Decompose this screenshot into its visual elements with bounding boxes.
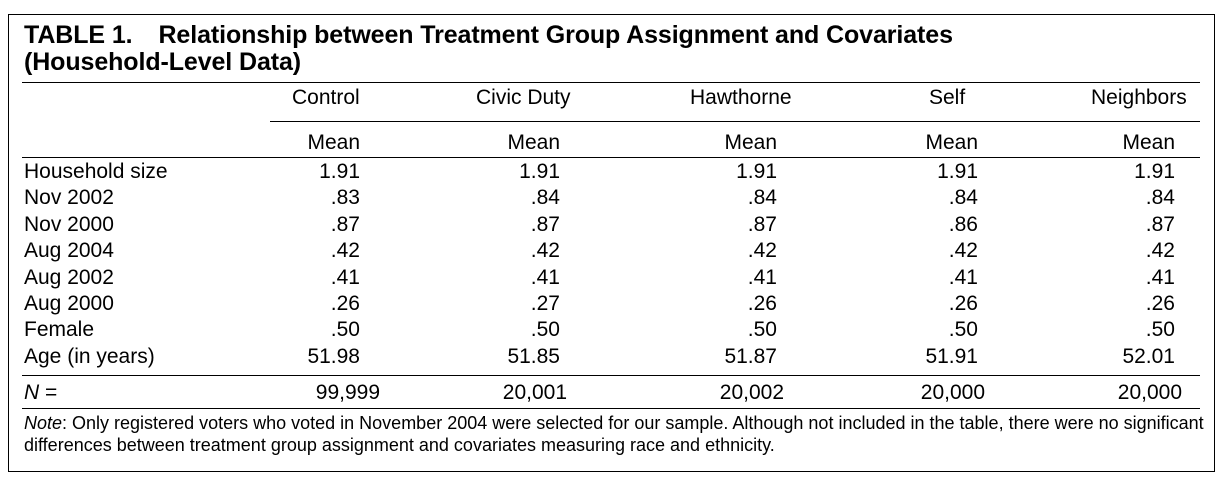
table-cell: .26 [330, 292, 360, 315]
mean-label-civic-duty: Mean [507, 131, 560, 154]
table-cell: .50 [1145, 318, 1175, 341]
table-cell: .42 [1145, 239, 1175, 262]
table-cell: 1.91 [937, 160, 978, 183]
n-self: 20,000 [920, 381, 985, 404]
table-cell: .84 [948, 186, 978, 209]
table-cell: .26 [1145, 292, 1175, 315]
table-cell: .84 [530, 186, 560, 209]
table-cell: 51.91 [925, 345, 978, 368]
row-label: Nov 2000 [24, 213, 114, 236]
table-cell: .41 [1145, 266, 1175, 289]
table-cell: .84 [747, 186, 777, 209]
table-cell: 1.91 [519, 160, 560, 183]
table-cell: 1.91 [319, 160, 360, 183]
n-control: 99,999 [315, 381, 380, 404]
header-rule [270, 121, 1200, 122]
row-label: Nov 2002 [24, 186, 114, 209]
table-cell: .42 [747, 239, 777, 262]
header-self: Self [929, 86, 966, 109]
table-cell: .27 [530, 292, 560, 315]
top-rule [22, 82, 1200, 83]
note-rule [22, 408, 1200, 409]
note-text: : Only registered voters who voted in No… [24, 413, 1204, 455]
table-cell: .42 [530, 239, 560, 262]
table-cell: .84 [1145, 186, 1175, 209]
row-label: Aug 2000 [24, 292, 114, 315]
table-cell: .87 [330, 213, 360, 236]
n-neighbors: 20,000 [1117, 381, 1182, 404]
table-note: Note: Only registered voters who voted i… [24, 412, 1204, 456]
table-cell: .41 [330, 266, 360, 289]
table-cell: 1.91 [736, 160, 777, 183]
table-cell: .87 [1145, 213, 1175, 236]
table-title-line1: Relationship between Treatment Group Ass… [158, 21, 953, 49]
mean-label-self: Mean [925, 131, 978, 154]
table-cell: .26 [747, 292, 777, 315]
table-cell: 1.91 [1134, 160, 1175, 183]
row-label: Household size [24, 160, 168, 183]
table-cell: .42 [948, 239, 978, 262]
table-cell: .41 [530, 266, 560, 289]
table-cell: .50 [747, 318, 777, 341]
mean-label-hawthorne: Mean [724, 131, 777, 154]
row-label: Aug 2002 [24, 266, 114, 289]
table-cell: 52.01 [1122, 345, 1175, 368]
table-cell: 51.85 [507, 345, 560, 368]
header-control: Control [292, 86, 360, 109]
n-rule [22, 375, 1200, 376]
table-cell: .50 [530, 318, 560, 341]
table-cell: 51.87 [724, 345, 777, 368]
header-civic-duty: Civic Duty [476, 86, 571, 109]
table-cell: .86 [948, 213, 978, 236]
row-label: Age (in years) [24, 345, 155, 368]
table-cell: 51.98 [307, 345, 360, 368]
table-title: TABLE 1. Relationship between Treatment G… [24, 22, 1194, 76]
row-label: Female [24, 318, 95, 341]
table-cell: .41 [948, 266, 978, 289]
note-label: Note [24, 413, 63, 433]
table-cell: .42 [330, 239, 360, 262]
header-bottom-rule [22, 157, 1200, 158]
table-cell: .87 [747, 213, 777, 236]
header-hawthorne: Hawthorne [690, 86, 792, 109]
table-cell: .87 [530, 213, 560, 236]
table-cell: .26 [948, 292, 978, 315]
table-cell: .41 [747, 266, 777, 289]
table-frame [8, 14, 1215, 472]
header-neighbors: Neighbors [1091, 86, 1187, 109]
n-hawthorne: 20,002 [719, 381, 784, 404]
mean-label-neighbors: Mean [1122, 131, 1175, 154]
table-number: TABLE 1. [24, 21, 133, 49]
table-title-line2: (Household-Level Data) [24, 48, 301, 76]
n-row-label: N = [24, 381, 58, 404]
mean-label-control: Mean [307, 131, 360, 154]
table-cell: .50 [330, 318, 360, 341]
table-cell: .50 [948, 318, 978, 341]
table-cell: .83 [330, 186, 360, 209]
row-label: Aug 2004 [24, 239, 114, 262]
n-civic-duty: 20,001 [502, 381, 567, 404]
